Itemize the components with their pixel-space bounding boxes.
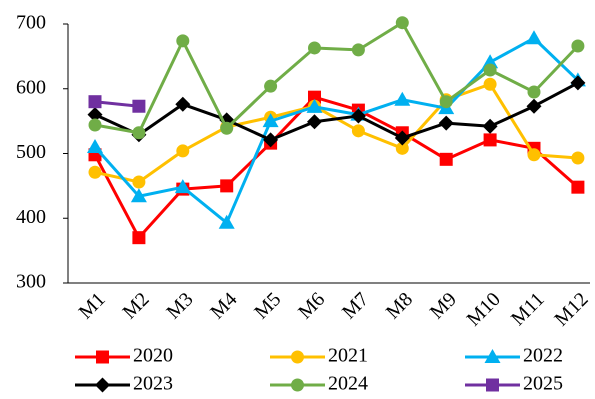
data-point: [438, 115, 454, 131]
x-tick-label: M11: [507, 288, 549, 330]
data-point: [351, 124, 365, 138]
data-point: [132, 99, 146, 113]
data-point: [308, 90, 321, 104]
y-tick-label: 700: [16, 12, 46, 34]
data-point: [307, 114, 322, 130]
data-point: [130, 188, 147, 203]
data-point: [351, 43, 365, 57]
x-tick-label: M2: [118, 288, 153, 323]
x-tick-label: M1: [75, 288, 110, 323]
data-point: [263, 132, 279, 148]
data-point: [175, 96, 191, 112]
x-tick-label: M7: [338, 288, 373, 323]
data-point: [395, 141, 409, 155]
x-tick-label: M10: [463, 288, 505, 330]
data-point: [482, 54, 499, 69]
data-point: [439, 152, 453, 166]
data-point: [220, 179, 234, 193]
legend-label: 2021: [328, 345, 368, 367]
x-tick-label: M6: [294, 288, 329, 323]
legend-marker: [96, 350, 109, 364]
x-tick-label: M12: [550, 288, 592, 330]
data-point: [132, 126, 146, 140]
x-tick-label: M4: [206, 288, 241, 323]
data-point: [262, 113, 279, 128]
data-point: [394, 130, 410, 146]
series-line: [93, 36, 579, 225]
data-point: [394, 91, 411, 106]
legend-marker: [484, 349, 501, 363]
x-tick-label: M9: [426, 288, 461, 323]
data-point: [571, 39, 585, 53]
legend-label: 2024: [328, 373, 368, 395]
series-line: [94, 21, 579, 135]
data-point: [395, 16, 409, 30]
data-point: [527, 85, 541, 99]
data-point: [527, 148, 541, 162]
data-point: [526, 98, 542, 114]
legend-marker: [291, 350, 304, 364]
data-point: [88, 118, 102, 132]
data-point: [483, 77, 497, 91]
y-tick-label: 500: [16, 141, 46, 163]
data-point: [87, 107, 103, 123]
legend-marker: [291, 378, 304, 392]
series-line: [93, 95, 579, 240]
data-point: [88, 95, 102, 109]
data-point: [174, 179, 191, 194]
data-point: [482, 118, 498, 134]
series-line: [94, 82, 579, 184]
data-point: [264, 79, 278, 93]
y-tick-label: 400: [16, 206, 46, 228]
legend-label: 2025: [523, 373, 563, 395]
series-line: [94, 81, 579, 142]
data-point: [218, 214, 235, 229]
legend-marker: [95, 377, 110, 393]
data-point: [132, 231, 146, 245]
data-point: [439, 95, 453, 109]
data-point: [220, 121, 234, 135]
y-tick-label: 300: [16, 271, 46, 293]
data-point: [571, 180, 585, 194]
legend-marker: [486, 378, 499, 392]
legend-label: 2023: [133, 373, 173, 395]
x-tick-label: M8: [382, 288, 417, 323]
x-tick-label: M5: [250, 288, 285, 323]
data-point: [176, 144, 190, 158]
data-point: [176, 34, 190, 48]
data-point: [308, 41, 321, 55]
data-point: [571, 151, 585, 165]
data-point: [306, 98, 323, 113]
data-point: [483, 133, 497, 147]
series-line: [94, 100, 140, 108]
data-point: [88, 165, 102, 179]
data-point: [350, 108, 366, 124]
data-point: [132, 175, 146, 189]
data-point: [526, 30, 542, 45]
legend-label: 2022: [523, 345, 563, 367]
x-tick-label: M3: [162, 288, 197, 323]
data-point: [483, 63, 497, 77]
legend-label: 2020: [133, 345, 173, 367]
data-point: [570, 75, 586, 91]
y-tick-label: 600: [16, 76, 46, 98]
data-point: [87, 139, 103, 154]
